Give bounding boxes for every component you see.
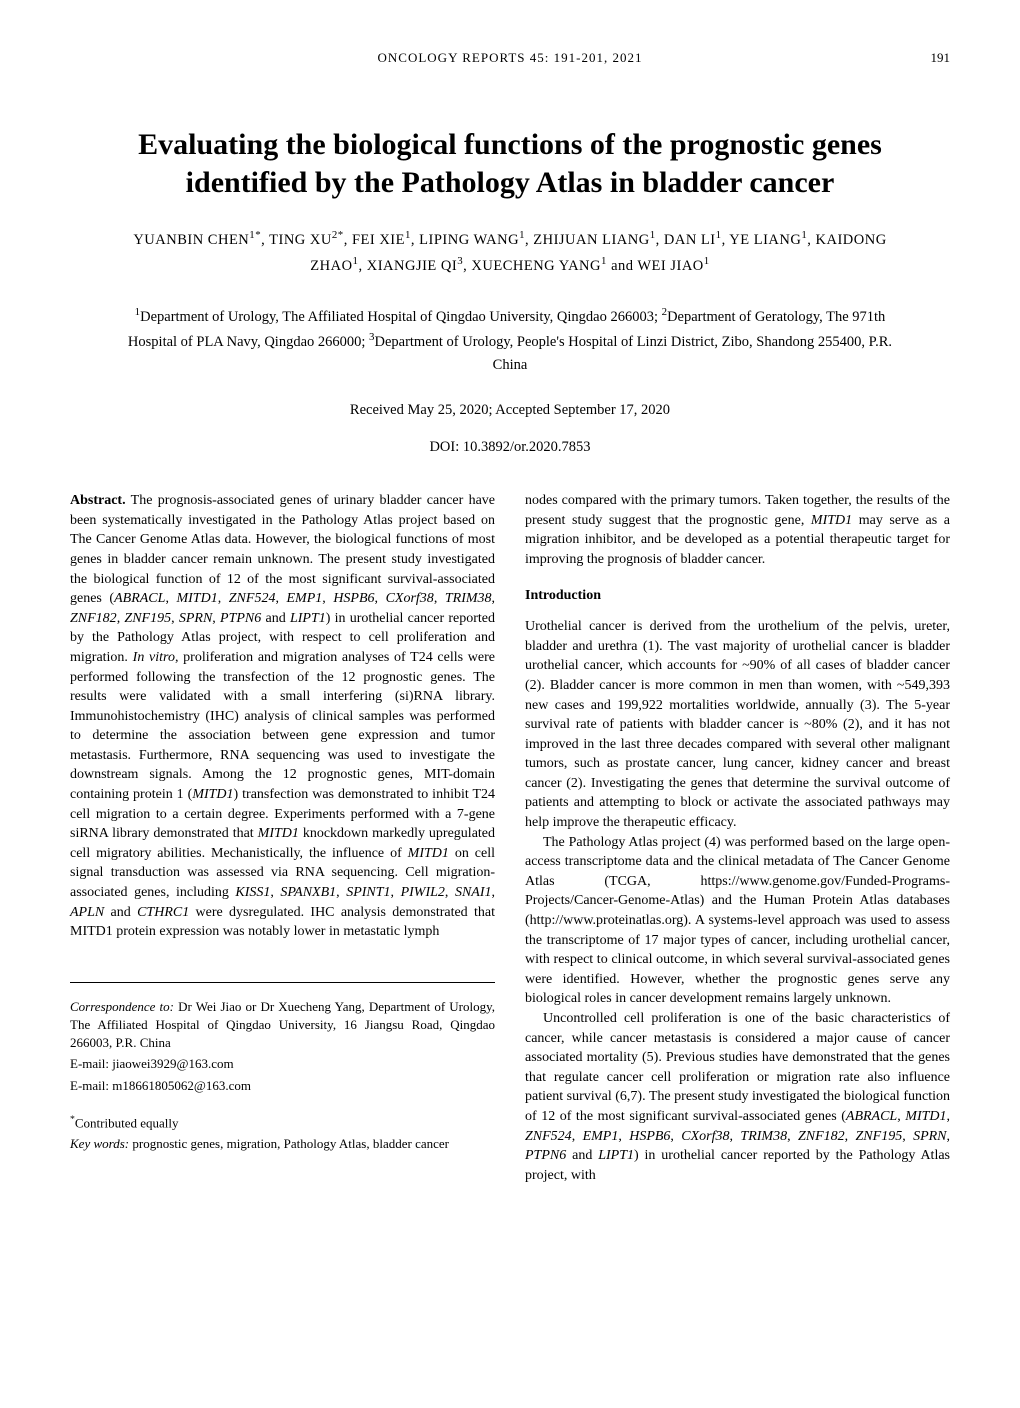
contributed-equally: *Contributed equally	[70, 1113, 495, 1133]
doi: DOI: 10.3892/or.2020.7853	[70, 439, 950, 456]
email-label-1: E-mail:	[70, 1056, 112, 1071]
correspondence-text: Correspondence to: Dr Wei Jiao or Dr Xue…	[70, 998, 495, 1053]
email-value-2: m18661805062@163.com	[112, 1078, 251, 1093]
email-value-1: jiaowei3929@163.com	[112, 1056, 233, 1071]
abstract-heading: Abstract.	[70, 493, 126, 508]
abstract-text-col1: The prognosis-associated genes of urinar…	[70, 493, 495, 939]
right-column: nodes compared with the primary tumors. …	[525, 491, 950, 1185]
introduction-heading: Introduction	[525, 586, 950, 606]
affiliations: 1Department of Urology, The Affiliated H…	[70, 304, 950, 377]
journal-pages: 45: 191-201, 2021	[530, 50, 643, 65]
left-column: Abstract. The prognosis-associated genes…	[70, 491, 495, 1185]
journal-header: ONCOLOGY REPORTS 45: 191-201, 2021	[70, 50, 950, 66]
introduction-para-1: Urothelial cancer is derived from the ur…	[525, 617, 950, 833]
journal-name: ONCOLOGY REPORTS	[378, 50, 526, 65]
keywords-heading: Key words:	[70, 1136, 129, 1151]
correspondence-email-2: E-mail: m18661805062@163.com	[70, 1077, 495, 1095]
authors-list: YUANBIN CHEN1*, TING XU2*, FEI XIE1, LIP…	[70, 226, 950, 279]
keywords: Key words: prognostic genes, migration, …	[70, 1135, 495, 1153]
abstract-text-col2: nodes compared with the primary tumors. …	[525, 491, 950, 569]
body-columns: Abstract. The prognosis-associated genes…	[70, 491, 950, 1185]
correspondence-email-1: E-mail: jiaowei3929@163.com	[70, 1055, 495, 1073]
article-title: Evaluating the biological functions of t…	[70, 126, 950, 201]
introduction-para-3: Uncontrolled cell proliferation is one o…	[525, 1009, 950, 1185]
correspondence-block: Correspondence to: Dr Wei Jiao or Dr Xue…	[70, 982, 495, 1154]
abstract-paragraph: Abstract. The prognosis-associated genes…	[70, 491, 495, 942]
received-accepted-dates: Received May 25, 2020; Accepted Septembe…	[70, 402, 950, 419]
correspondence-heading: Correspondence to:	[70, 999, 174, 1014]
page-number: 191	[931, 50, 951, 66]
contributed-text: Contributed equally	[75, 1115, 179, 1130]
keywords-text: prognostic genes, migration, Pathology A…	[129, 1136, 449, 1151]
email-label-2: E-mail:	[70, 1078, 112, 1093]
introduction-para-2: The Pathology Atlas project (4) was perf…	[525, 833, 950, 1009]
